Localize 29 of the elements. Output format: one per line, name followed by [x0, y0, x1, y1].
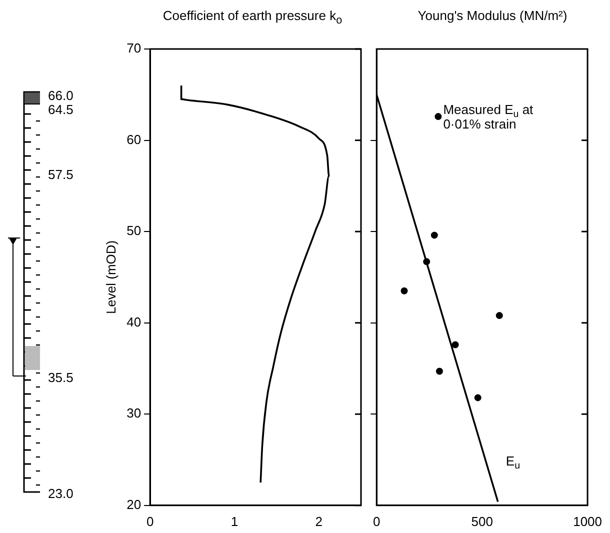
y-tick-label: 60 — [126, 132, 142, 147]
x-tick-label: 500 — [471, 514, 493, 529]
x-tick-label: 1 — [230, 514, 238, 529]
chart-title: Coefficient of earth pressure k$_{o}$ — [162, 8, 344, 27]
point — [496, 312, 503, 320]
point — [434, 113, 442, 120]
y-axis-title: Level (mOD) — [103, 240, 118, 314]
x-tick-label: 2 — [315, 514, 322, 529]
point — [436, 368, 443, 375]
y-tick-label: 30 — [126, 406, 142, 421]
y-tick-label: 50 — [126, 223, 142, 238]
point — [400, 287, 408, 294]
point — [423, 258, 430, 266]
line-series — [180, 84, 330, 484]
y-tick-label: 70 — [126, 40, 142, 56]
point — [430, 232, 438, 239]
x-tick-label: 1000 — [573, 514, 602, 529]
x-tick-label: 0 — [373, 514, 380, 529]
point — [452, 341, 459, 348]
text: 23.0 — [48, 486, 74, 502]
text: 64.5 — [48, 102, 74, 117]
y-tick-label: 20 — [126, 496, 142, 512]
y-tick-label: 40 — [126, 314, 142, 330]
text: 35.5 — [48, 370, 74, 386]
text: 66.0 — [48, 88, 74, 104]
x-tick-label: 0 — [146, 514, 154, 529]
point — [474, 394, 482, 402]
chart-title: Young's Modulus (MN/m²) — [416, 8, 568, 23]
text: 57.5 — [48, 166, 74, 182]
